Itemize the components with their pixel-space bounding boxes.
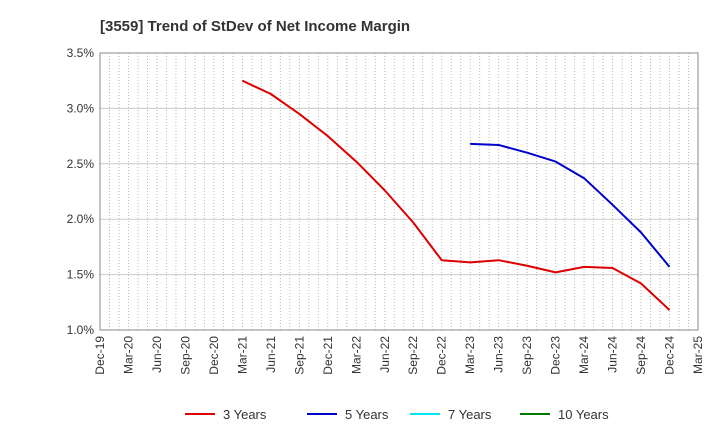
x-tick-label: Jun-20 [150, 336, 164, 373]
y-tick-label: 2.5% [67, 157, 95, 171]
x-tick-label: Dec-22 [435, 336, 449, 375]
x-tick-label: Mar-24 [577, 336, 591, 374]
y-tick-label: 2.0% [67, 212, 95, 226]
x-tick-label: Jun-22 [378, 336, 392, 373]
legend-label-10-years: 10 Years [558, 407, 609, 422]
x-tick-label: Dec-24 [663, 336, 677, 375]
y-tick-label: 1.0% [67, 323, 95, 337]
x-tick-label: Mar-20 [121, 336, 135, 374]
plot-border [99, 52, 699, 331]
x-tick-label: Sep-20 [178, 336, 192, 375]
x-tick-label: Dec-23 [549, 336, 563, 375]
x-tick-label: Sep-23 [520, 336, 534, 375]
chart-title: [3559] Trend of StDev of Net Income Marg… [100, 18, 410, 35]
legend-label-7-years: 7 Years [448, 407, 492, 422]
y-tick-label: 3.0% [67, 101, 95, 115]
x-tick-label: Sep-22 [406, 336, 420, 375]
legend-label-5-years: 5 Years [345, 407, 389, 422]
legend-label-3-years: 3 Years [223, 407, 267, 422]
x-tick-label: Jun-21 [264, 336, 278, 373]
x-tick-label: Dec-20 [207, 336, 221, 375]
x-tick-label: Mar-25 [691, 336, 705, 374]
x-tick-label: Jun-24 [606, 336, 620, 373]
plot-area: 1.0% 1.5% 2.0% 2.5% 3.0% 3.5% Dec-19 Mar-20 Jun-… [67, 46, 705, 375]
x-tick-label: Mar-23 [463, 336, 477, 374]
legend: 3 Years 5 Years 7 Years 10 Years [185, 407, 609, 422]
series-line-3-years [241, 79, 671, 311]
x-tick-label: Sep-21 [292, 336, 306, 375]
x-tick-label: Jun-23 [492, 336, 506, 373]
y-tick-label: 1.5% [67, 268, 95, 282]
x-tick-label: Sep-24 [634, 336, 648, 375]
y-tick-label: 3.5% [67, 46, 95, 60]
x-tick-label: Dec-19 [93, 336, 107, 375]
x-tick-label: Mar-22 [349, 336, 363, 374]
x-tick-label: Mar-21 [235, 336, 249, 374]
series-line-5-years [470, 142, 671, 268]
x-tick-label: Dec-21 [321, 336, 335, 375]
